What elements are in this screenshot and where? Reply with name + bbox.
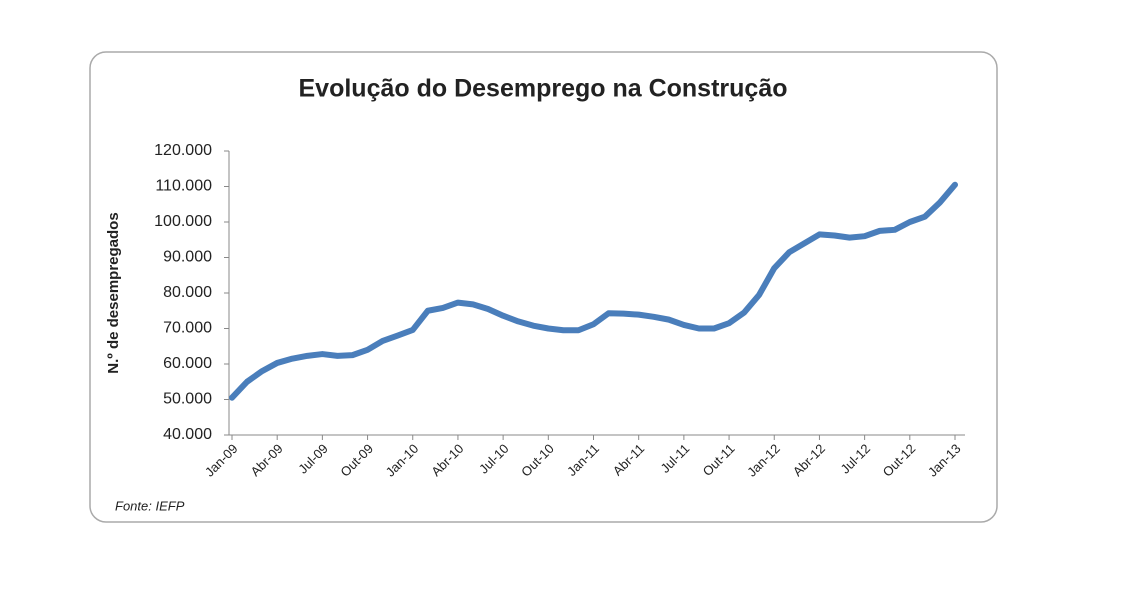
y-tick-label: 100.000 [154,213,212,230]
y-tick-label: 60.000 [163,355,212,372]
y-tick-label: 80.000 [163,284,212,301]
y-tick-label: 50.000 [163,391,212,408]
source-note: Fonte: IEFP [115,498,185,513]
y-axis-label: N.º de desempregados [105,212,122,373]
y-tick-label: 70.000 [163,320,212,337]
y-tick-label: 120.000 [154,142,212,159]
data-line [229,181,958,401]
y-tick-label: 90.000 [163,249,212,266]
y-tick-label: 40.000 [163,426,212,443]
chart-frame [89,51,998,523]
chart-title: Evolução do Desemprego na Construção [299,75,788,103]
y-tick-label: 110.000 [155,178,212,195]
